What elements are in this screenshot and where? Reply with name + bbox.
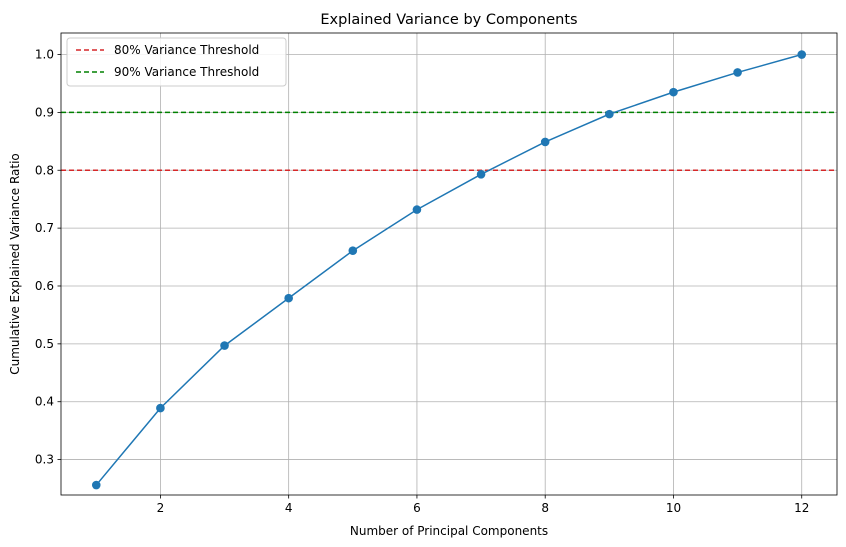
x-axis-ticks: 2 4 6 8 10 12 [157, 495, 809, 515]
y-tick-label: 0.8 [35, 163, 54, 177]
x-tick-label: 10 [666, 501, 681, 515]
y-tick-label: 0.4 [35, 395, 54, 409]
y-axis-label: Cumulative Explained Variance Ratio [8, 153, 22, 375]
data-point [605, 109, 614, 119]
series-layer [91, 50, 807, 490]
y-tick-label: 0.7 [35, 221, 54, 235]
x-tick-label: 8 [541, 501, 549, 515]
x-tick-label: 2 [157, 501, 165, 515]
y-tick-label: 0.6 [35, 279, 54, 293]
legend-label-80: 80% Variance Threshold [114, 43, 259, 57]
data-point [733, 68, 742, 77]
y-tick-label: 0.3 [35, 453, 54, 467]
data-point [91, 480, 101, 490]
x-axis-label: Number of Principal Components [350, 524, 548, 538]
data-point [220, 341, 229, 350]
data-point [412, 205, 422, 214]
data-point [348, 246, 358, 255]
legend: 80% Variance Threshold 90% Variance Thre… [66, 37, 287, 87]
data-point [156, 403, 165, 413]
data-point [540, 137, 550, 147]
data-point [797, 50, 807, 59]
chart-title: Explained Variance by Components [320, 12, 577, 28]
y-axis-ticks: 0.3 0.4 0.5 0.6 0.7 0.8 0.9 1.0 [35, 48, 61, 467]
data-point [284, 293, 293, 303]
data-point [476, 170, 486, 179]
data-point [669, 87, 678, 97]
series-line [95, 53, 802, 486]
x-tick-label: 4 [285, 501, 293, 515]
threshold-lines [61, 111, 837, 172]
grid [61, 33, 837, 495]
x-tick-label: 6 [413, 501, 421, 515]
y-tick-label: 1.0 [35, 48, 54, 62]
y-tick-label: 0.9 [35, 105, 54, 119]
plot-frame [60, 32, 838, 496]
y-tick-label: 0.5 [35, 337, 54, 351]
legend-frame [66, 37, 287, 87]
x-tick-label: 12 [794, 501, 809, 515]
legend-label-90: 90% Variance Threshold [114, 65, 259, 79]
